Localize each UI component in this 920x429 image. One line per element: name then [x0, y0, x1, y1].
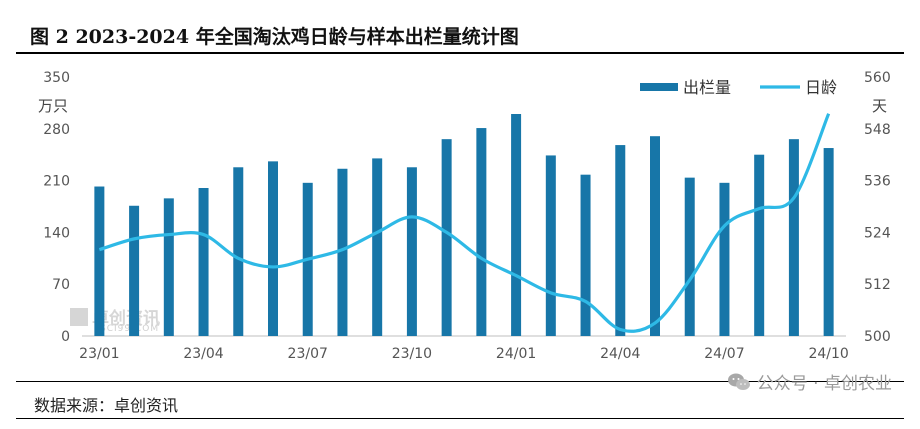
bar-outflow [754, 154, 765, 336]
bar-outflow [163, 198, 174, 336]
right-tick-label: 512 [864, 277, 891, 293]
left-tick-label: 70 [52, 277, 70, 293]
chart-title: 图 2 2023-2024 年全国淘汰鸡日龄与样本出栏量统计图 [30, 26, 519, 48]
bar-outflow [511, 114, 522, 336]
title-bar: 图 2 2023-2024 年全国淘汰鸡日龄与样本出栏量统计图 [16, 14, 904, 54]
bar-outflow [476, 128, 487, 336]
bar-outflow [684, 177, 695, 336]
watermark-subtext: SCI99.COM [100, 324, 159, 334]
bar-outflow [337, 168, 348, 336]
wechat-tag: 公众号 · 卓创农业 [727, 369, 892, 394]
x-tick-label: 23/10 [392, 346, 432, 362]
left-tick-label: 210 [43, 174, 70, 190]
bottom-divider [16, 418, 904, 419]
x-tick-label: 23/01 [79, 346, 119, 362]
bar-outflow [372, 158, 383, 336]
x-tick-label: 24/07 [704, 346, 744, 362]
bar-outflow [406, 167, 417, 336]
x-tick-label: 23/04 [183, 346, 223, 362]
bar-outflow [650, 136, 660, 336]
right-axis-unit: 天 [872, 97, 887, 115]
source-note: 数据来源：卓创资讯 [34, 396, 179, 415]
watermark: 卓创资讯 [70, 304, 160, 329]
bar-outflow [788, 139, 799, 336]
x-tick-label: 24/10 [808, 346, 848, 362]
bar-outflow [545, 155, 556, 336]
legend-label-day-age: 日龄 [805, 78, 837, 97]
left-tick-label: 350 [43, 70, 70, 86]
bar-outflow [615, 145, 626, 336]
bar-outflow [198, 188, 209, 336]
bar-outflow [719, 182, 730, 336]
footer-divider [16, 381, 904, 382]
left-tick-label: 280 [43, 122, 70, 138]
bar-outflow [233, 167, 244, 336]
bar-outflow [94, 186, 105, 336]
x-tick-label: 23/07 [288, 346, 328, 362]
right-tick-label: 548 [864, 122, 891, 138]
left-tick-label: 140 [43, 225, 70, 241]
legend-swatch-outflow [640, 83, 678, 91]
right-tick-label: 560 [864, 70, 891, 86]
wechat-icon [727, 373, 750, 390]
wechat-label: 公众号 · 卓创农业 [756, 374, 892, 394]
bar-outflow [268, 161, 278, 336]
left-axis-unit: 万只 [38, 97, 68, 115]
bar-outflow [129, 205, 140, 336]
bar-outflow [580, 174, 591, 336]
right-tick-label: 536 [864, 174, 891, 190]
left-tick-label: 0 [61, 329, 70, 345]
x-tick-label: 24/04 [600, 346, 640, 362]
right-tick-label: 524 [864, 225, 891, 241]
bar-outflow [823, 148, 834, 336]
x-tick-label: 24/01 [496, 346, 536, 362]
line-day-age [98, 113, 831, 333]
watermark-text: 卓创资讯 [92, 309, 160, 329]
watermark-logo-icon [70, 307, 88, 326]
bar-outflow [441, 139, 452, 336]
right-tick-label: 500 [864, 329, 891, 345]
legend-label-outflow: 出栏量 [683, 78, 731, 97]
